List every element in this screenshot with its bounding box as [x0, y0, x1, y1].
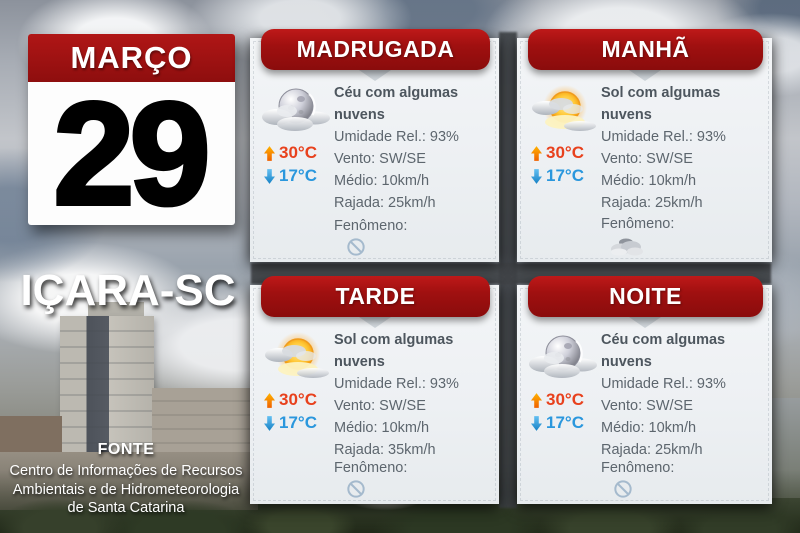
temp-down-arrow-icon [264, 169, 275, 184]
phenomenon-label: Fenômeno: [334, 218, 408, 234]
card-info-column: Sol com algumas nuvens Umidade Rel.: 93%… [601, 82, 766, 214]
temp-up-arrow-icon [531, 393, 542, 408]
humidity-text: Umidade Rel.: 93% [334, 376, 459, 392]
temp-low: 17°C [546, 413, 584, 432]
header-notch [628, 70, 661, 81]
fog-phenomenon-icon [613, 235, 674, 257]
city-building-tower-cap [88, 302, 144, 318]
card-title: MADRUGADA [296, 36, 455, 62]
card-title: TARDE [335, 283, 416, 309]
card-icon-column: 30°C 17°C [260, 82, 334, 186]
calendar: MARÇO 29 [28, 34, 235, 235]
city-building-tall [60, 316, 154, 472]
wind-avg-text: Médio: 10km/h [334, 420, 430, 436]
wind-avg-text: Médio: 10km/h [601, 173, 697, 189]
temp-high: 30°C [546, 143, 584, 162]
no-phenomenon-icon [346, 237, 407, 257]
condition-text: Céu com algumas nuvens [334, 85, 459, 123]
card-icon-column: 30°C 17°C [260, 329, 334, 433]
phenomenon-label: Fenômeno: [601, 460, 675, 476]
phenomenon-block: Fenômeno: [601, 460, 674, 499]
phenomenon-block: Fenômeno: [334, 218, 407, 257]
no-phenomenon-icon [613, 479, 674, 499]
night-partly-cloudy-icon [527, 329, 601, 387]
humidity-text: Umidade Rel.: 93% [601, 376, 726, 392]
temp-low: 17°C [279, 413, 317, 432]
condition-text: Sol com algumas nuvens [334, 332, 454, 370]
wind-gust-text: Rajada: 25km/h [601, 442, 703, 458]
source-line-3: de Santa Catarina [67, 500, 185, 517]
temp-low: 17°C [279, 166, 317, 185]
condition-text: Céu com algumas nuvens [601, 332, 726, 370]
phenomenon-label: Fenômeno: [334, 460, 408, 476]
phenomenon-block: Fenômeno: [334, 460, 407, 499]
phenomenon-block: Fenômeno: [601, 216, 674, 257]
card-icon-column: 30°C 17°C [527, 82, 601, 186]
temp-up-arrow-icon [264, 393, 275, 408]
forecast-card-noite: NOITE 30°C 17°C Céu com algumas nuvens U… [517, 276, 772, 504]
wind-avg-text: Médio: 10km/h [334, 173, 430, 189]
source-credit: FONTE Centro de Informações de Recursos … [0, 441, 252, 518]
temp-up-arrow-icon [531, 146, 542, 161]
card-title-bar: NOITE [528, 276, 763, 317]
card-icon-column: 30°C 17°C [527, 329, 601, 433]
temp-low: 17°C [546, 166, 584, 185]
wind-gust-text: Rajada: 25km/h [601, 195, 703, 211]
forecast-card-manha: MANHÃ 30°C 17°C Sol com algumas nuvens U… [517, 29, 772, 262]
wind-avg-text: Médio: 10km/h [601, 420, 697, 436]
temp-high: 30°C [546, 390, 584, 409]
card-title-bar: TARDE [261, 276, 490, 317]
source-line-1: Centro de Informações de Recursos [9, 463, 243, 479]
card-title-bar: MADRUGADA [261, 29, 490, 70]
condition-text: Sol com algumas nuvens [601, 85, 721, 123]
card-title-bar: MANHÃ [528, 29, 763, 70]
temp-high: 30°C [279, 143, 317, 162]
location-title: IÇARA-SC [20, 266, 236, 315]
temp-high: 30°C [279, 390, 317, 409]
temp-down-arrow-icon [264, 416, 275, 431]
source-heading: FONTE [97, 441, 155, 458]
forecast-card-tarde: TARDE 30°C 17°C Sol com algumas nuvens U… [250, 276, 499, 504]
wind-text: Vento: SW/SE [334, 151, 426, 167]
wind-text: Vento: SW/SE [601, 398, 693, 414]
calendar-month: MARÇO [28, 34, 235, 82]
night-partly-cloudy-icon [260, 82, 334, 140]
temp-up-arrow-icon [264, 146, 275, 161]
humidity-text: Umidade Rel.: 93% [601, 129, 726, 145]
wind-gust-text: Rajada: 25km/h [334, 195, 436, 211]
card-info-column: Sol com algumas nuvens Umidade Rel.: 93%… [334, 329, 493, 461]
phenomenon-label: Fenômeno: [601, 216, 675, 232]
header-notch [628, 317, 661, 328]
temp-down-arrow-icon [531, 169, 542, 184]
temp-down-arrow-icon [531, 416, 542, 431]
wind-text: Vento: SW/SE [334, 398, 426, 414]
source-line-2: Ambientais e de Hidrometeorologia [12, 481, 240, 498]
header-notch [358, 317, 391, 328]
card-title: MANHÃ [601, 36, 690, 62]
day-partly-cloudy-icon [527, 82, 601, 140]
card-title: NOITE [609, 283, 682, 309]
wind-gust-text: Rajada: 35km/h [334, 442, 436, 458]
forecast-card-madrugada: MADRUGADA 30°C 17°C Céu com algumas nuve… [250, 29, 499, 262]
day-partly-cloudy-icon [260, 329, 334, 387]
no-phenomenon-icon [346, 479, 407, 499]
card-info-column: Céu com algumas nuvens Umidade Rel.: 93%… [334, 82, 493, 214]
wind-text: Vento: SW/SE [601, 151, 693, 167]
header-notch [358, 70, 391, 81]
humidity-text: Umidade Rel.: 93% [334, 129, 459, 145]
calendar-day: 29 [51, 71, 212, 235]
card-info-column: Céu com algumas nuvens Umidade Rel.: 93%… [601, 329, 766, 461]
